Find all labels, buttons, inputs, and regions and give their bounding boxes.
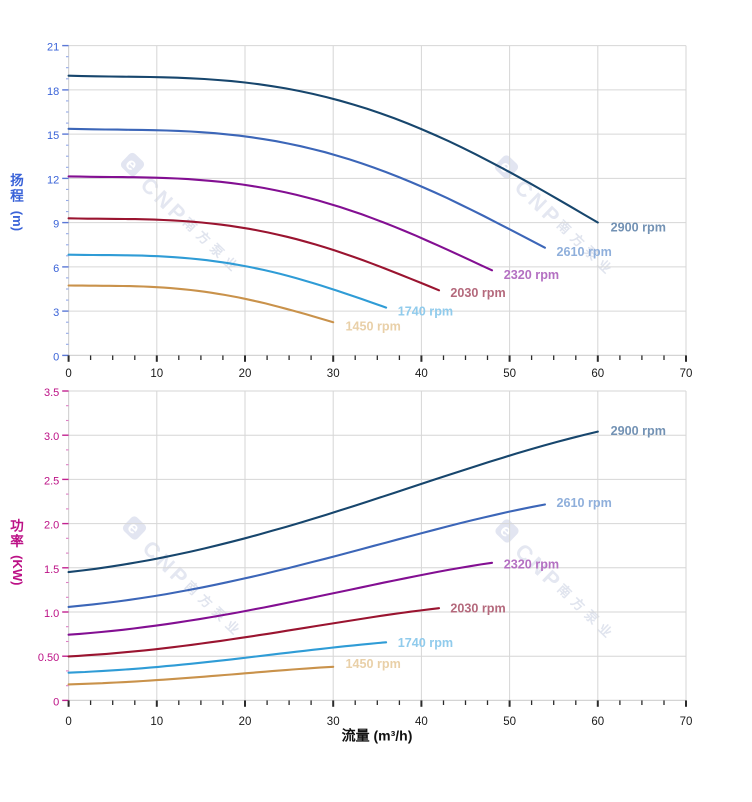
svg-text:1740 rpm: 1740 rpm (398, 636, 453, 650)
svg-text:6: 6 (53, 263, 59, 275)
svg-text:70: 70 (680, 368, 693, 380)
svg-text:1740 rpm: 1740 rpm (398, 304, 453, 318)
svg-text:2320 rpm: 2320 rpm (504, 268, 559, 282)
svg-text:10: 10 (150, 368, 163, 380)
svg-text:(KW): (KW) (10, 555, 25, 585)
svg-text:40: 40 (415, 716, 428, 728)
svg-text:3: 3 (53, 307, 59, 319)
svg-text:2900 rpm: 2900 rpm (611, 220, 666, 234)
svg-text:60: 60 (591, 368, 604, 380)
svg-text:2.5: 2.5 (44, 475, 59, 487)
svg-text:60: 60 (591, 716, 604, 728)
svg-text:2610 rpm: 2610 rpm (557, 245, 612, 259)
svg-text:0.50: 0.50 (38, 652, 59, 664)
svg-text:扬: 扬 (10, 172, 24, 188)
svg-text:20: 20 (239, 368, 252, 380)
svg-text:3.5: 3.5 (44, 387, 59, 399)
svg-text:10: 10 (150, 716, 163, 728)
svg-text:15: 15 (47, 130, 59, 142)
svg-text:40: 40 (415, 368, 428, 380)
svg-text:0: 0 (65, 368, 71, 380)
svg-text:3.0: 3.0 (44, 431, 59, 443)
svg-text:2030 rpm: 2030 rpm (450, 286, 505, 300)
svg-text:2030 rpm: 2030 rpm (450, 602, 505, 616)
svg-text:50: 50 (503, 716, 516, 728)
svg-text:程: 程 (10, 189, 24, 204)
svg-text:2610 rpm: 2610 rpm (557, 496, 612, 510)
svg-text:30: 30 (327, 368, 340, 380)
svg-text:12: 12 (47, 174, 59, 186)
svg-text:20: 20 (239, 716, 252, 728)
svg-text:70: 70 (680, 716, 693, 728)
svg-text:2900 rpm: 2900 rpm (611, 424, 666, 438)
svg-text:21: 21 (47, 42, 59, 54)
svg-text:功: 功 (10, 519, 24, 534)
svg-text:率: 率 (10, 533, 24, 549)
svg-text:18: 18 (47, 86, 59, 98)
svg-text:9: 9 (53, 219, 59, 231)
svg-text:0: 0 (53, 351, 59, 363)
svg-text:1.5: 1.5 (44, 564, 59, 576)
svg-text:2320 rpm: 2320 rpm (504, 558, 559, 572)
svg-text:(m): (m) (10, 211, 25, 231)
svg-text:2.0: 2.0 (44, 520, 59, 532)
svg-text:流量 (m³/h): 流量 (m³/h) (342, 728, 413, 744)
svg-text:30: 30 (327, 716, 340, 728)
svg-text:50: 50 (503, 368, 516, 380)
svg-text:1.0: 1.0 (44, 608, 59, 620)
svg-text:1450 rpm: 1450 rpm (346, 657, 401, 671)
svg-text:1450 rpm: 1450 rpm (346, 320, 401, 334)
svg-text:0: 0 (65, 716, 71, 728)
svg-text:0: 0 (53, 696, 59, 708)
